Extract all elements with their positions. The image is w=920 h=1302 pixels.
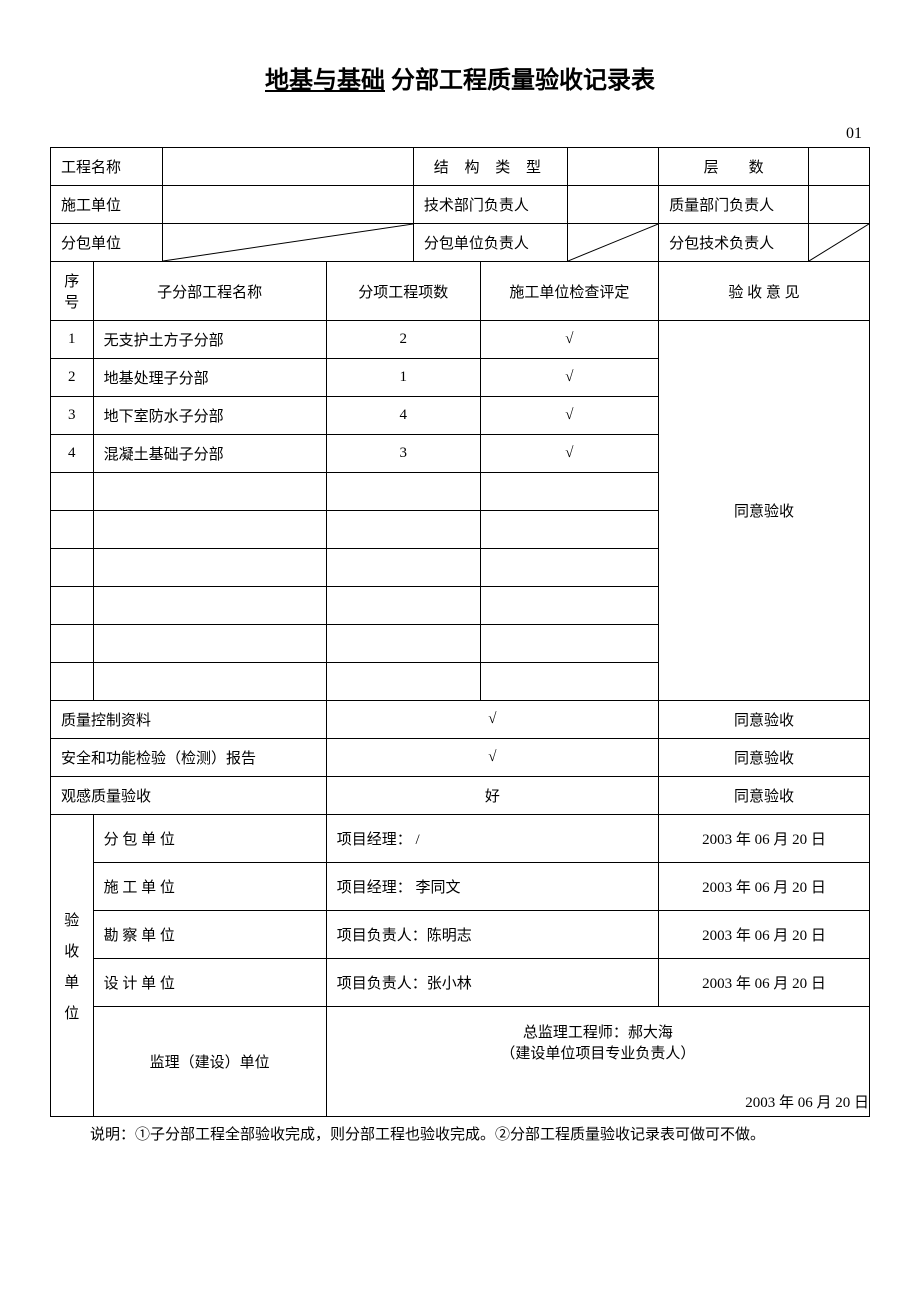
seq-cell: 3	[51, 397, 94, 435]
check-cell: √	[480, 435, 658, 473]
summary-row: 安全和功能检验（检测）报告 √ 同意验收	[51, 739, 870, 777]
check-cell: √	[480, 321, 658, 359]
sig-date: 2003 年 06 月 20 日	[659, 959, 870, 1007]
summary-row: 观感质量验收 好 同意验收	[51, 777, 870, 815]
slash-icon	[163, 224, 413, 261]
tech-lead-value	[567, 186, 658, 224]
qual-lead-label: 质量部门负责人	[659, 186, 809, 224]
floors-value	[809, 148, 870, 186]
sig-unit: 设 计 单 位	[93, 959, 326, 1007]
sig-row: 验 收 单 位 分 包 单 位 项目经理： / 2003 年 06 月 20 日	[51, 815, 870, 863]
supervisor-unit: 监理（建设）单位	[93, 1007, 326, 1117]
constr-unit-value	[162, 186, 413, 224]
document-number: 01	[50, 125, 870, 143]
col-seq: 序号	[51, 262, 94, 321]
count-cell: 2	[326, 321, 480, 359]
header-row-1: 工程名称 结 构 类 型 层 数	[51, 148, 870, 186]
sig-unit: 分 包 单 位	[93, 815, 326, 863]
sub-lead-slash	[567, 224, 658, 262]
check-cell: √	[480, 359, 658, 397]
sig-row: 施 工 单 位 项目经理： 李同文 2003 年 06 月 20 日	[51, 863, 870, 911]
summary-label: 质量控制资料	[51, 701, 327, 739]
column-header-row: 序号 子分部工程名称 分项工程项数 施工单位检查评定 验 收 意 见	[51, 262, 870, 321]
sig-role: 项目经理： /	[326, 815, 658, 863]
sig-row: 勘 察 单 位 项目负责人：陈明志 2003 年 06 月 20 日	[51, 911, 870, 959]
sig-role: 项目负责人：张小林	[326, 959, 658, 1007]
seq-cell: 4	[51, 435, 94, 473]
count-cell: 3	[326, 435, 480, 473]
struct-type-value	[567, 148, 658, 186]
sig-unit: 施 工 单 位	[93, 863, 326, 911]
summary-check: √	[326, 701, 658, 739]
supervisor-cell: 总监理工程师：郝大海 （建设单位项目专业负责人） 2003 年 06 月 20 …	[326, 1007, 869, 1117]
supervisor-row: 监理（建设）单位 总监理工程师：郝大海 （建设单位项目专业负责人） 2003 年…	[51, 1007, 870, 1117]
col-opinion: 验 收 意 见	[659, 262, 870, 321]
data-row: 1 无支护土方子分部 2 √ 同意验收	[51, 321, 870, 359]
summary-opinion: 同意验收	[659, 701, 870, 739]
name-cell: 地下室防水子分部	[93, 397, 326, 435]
qual-lead-value	[809, 186, 870, 224]
title-underline: 地基与基础	[265, 68, 385, 94]
sig-role: 项目负责人：陈明志	[326, 911, 658, 959]
sig-date: 2003 年 06 月 20 日	[659, 863, 870, 911]
name-cell: 无支护土方子分部	[93, 321, 326, 359]
sig-date: 2003 年 06 月 20 日	[659, 911, 870, 959]
summary-opinion: 同意验收	[659, 739, 870, 777]
sub-lead-label: 分包单位负责人	[413, 224, 567, 262]
proj-name-label: 工程名称	[51, 148, 163, 186]
proj-name-value	[162, 148, 413, 186]
header-row-2: 施工单位 技术部门负责人 质量部门负责人	[51, 186, 870, 224]
col-subname: 子分部工程名称	[93, 262, 326, 321]
name-cell: 地基处理子分部	[93, 359, 326, 397]
summary-check: 好	[326, 777, 658, 815]
summary-label: 观感质量验收	[51, 777, 327, 815]
sig-role: 项目经理： 李同文	[326, 863, 658, 911]
acceptance-table: 工程名称 结 构 类 型 层 数 施工单位 技术部门负责人 质量部门负责人 分包…	[50, 147, 870, 1117]
sub-tech-slash	[809, 224, 870, 262]
title-rest: 分部工程质量验收记录表	[385, 68, 655, 94]
sub-tech-label: 分包技术负责人	[659, 224, 809, 262]
notes: 说明：①子分部工程全部验收完成，则分部工程也验收完成。②分部工程质量验收记录表可…	[50, 1123, 870, 1144]
count-cell: 4	[326, 397, 480, 435]
supervisor-line2: （建设单位项目专业负责人）	[327, 1042, 869, 1063]
col-check: 施工单位检查评定	[480, 262, 658, 321]
slash-icon	[568, 224, 658, 261]
seq-cell: 2	[51, 359, 94, 397]
sub-unit-label: 分包单位	[51, 224, 163, 262]
sig-unit: 勘 察 单 位	[93, 911, 326, 959]
floors-label: 层 数	[659, 148, 809, 186]
sub-unit-slash	[162, 224, 413, 262]
col-count: 分项工程项数	[326, 262, 480, 321]
tech-lead-label: 技术部门负责人	[413, 186, 567, 224]
supervisor-date: 2003 年 06 月 20 日	[327, 1091, 869, 1116]
sig-date: 2003 年 06 月 20 日	[659, 815, 870, 863]
check-cell: √	[480, 397, 658, 435]
name-cell: 混凝土基础子分部	[93, 435, 326, 473]
page-title: 地基与基础 分部工程质量验收记录表	[50, 60, 870, 95]
summary-row: 质量控制资料 √ 同意验收	[51, 701, 870, 739]
slash-icon	[809, 224, 869, 261]
summary-opinion: 同意验收	[659, 777, 870, 815]
count-cell: 1	[326, 359, 480, 397]
merged-opinion: 同意验收	[659, 321, 870, 701]
summary-check: √	[326, 739, 658, 777]
constr-unit-label: 施工单位	[51, 186, 163, 224]
supervisor-line1: 总监理工程师：郝大海	[327, 1021, 869, 1042]
acceptance-unit-vertical: 验 收 单 位	[51, 815, 94, 1117]
seq-cell: 1	[51, 321, 94, 359]
struct-type-label: 结 构 类 型	[413, 148, 567, 186]
header-row-3: 分包单位 分包单位负责人 分包技术负责人	[51, 224, 870, 262]
summary-label: 安全和功能检验（检测）报告	[51, 739, 327, 777]
sig-row: 设 计 单 位 项目负责人：张小林 2003 年 06 月 20 日	[51, 959, 870, 1007]
